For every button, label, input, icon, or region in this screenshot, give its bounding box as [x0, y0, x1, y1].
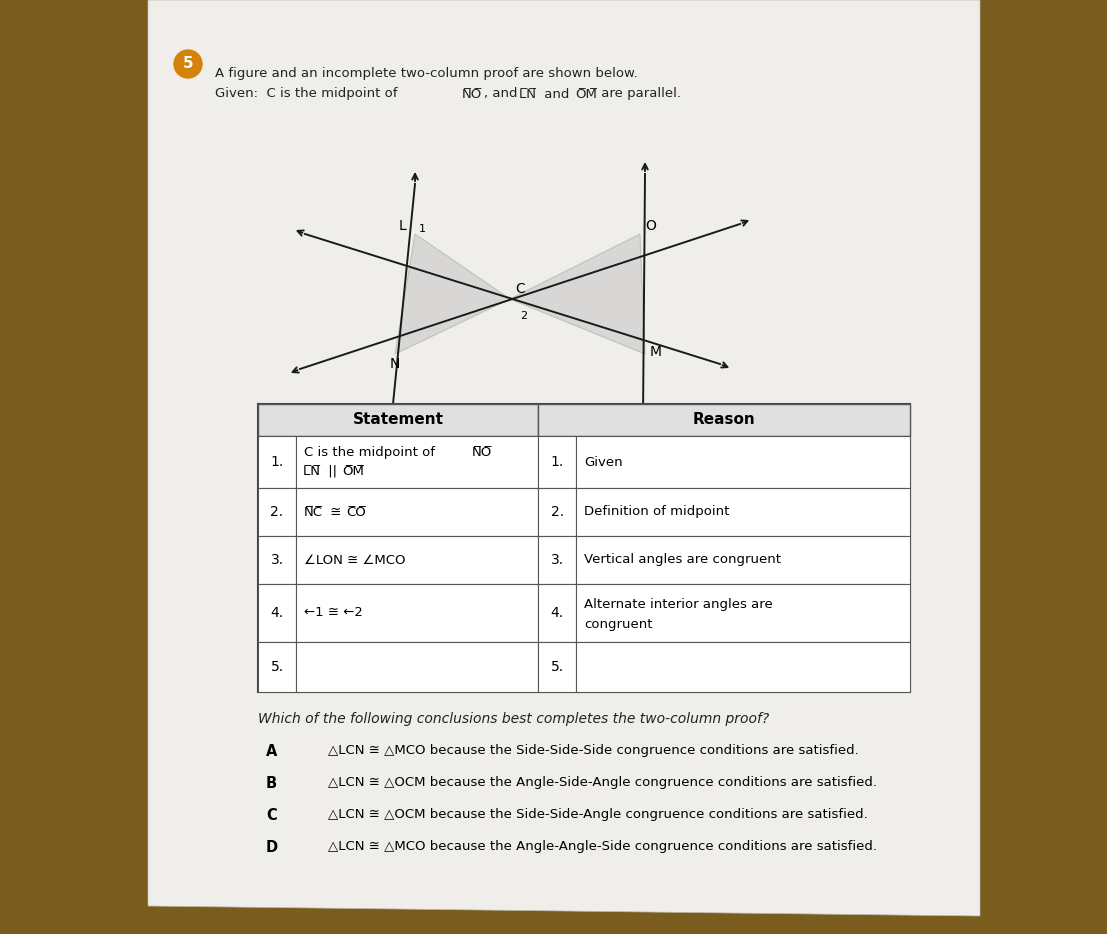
Text: 3.: 3.: [551, 553, 563, 567]
Text: L̅N̅: L̅N̅: [304, 465, 321, 478]
Text: ∠LON ≅ ∠MCO: ∠LON ≅ ∠MCO: [304, 554, 405, 567]
Text: A: A: [266, 744, 278, 759]
Text: ←1 ≅ ←2: ←1 ≅ ←2: [304, 606, 363, 619]
Text: O: O: [645, 219, 655, 233]
Bar: [538, 536, 577, 584]
Text: Statement: Statement: [353, 413, 444, 428]
Text: Definition of midpoint: Definition of midpoint: [584, 505, 730, 518]
Text: C: C: [266, 808, 277, 823]
Text: 2.: 2.: [270, 505, 283, 519]
Text: C: C: [515, 282, 525, 296]
Text: are parallel.: are parallel.: [597, 88, 681, 101]
Text: 1.: 1.: [270, 455, 283, 469]
Text: Vertical angles are congruent: Vertical angles are congruent: [584, 554, 782, 567]
Text: 1: 1: [420, 224, 426, 234]
Text: 2: 2: [520, 311, 527, 321]
Bar: [538, 404, 910, 436]
Text: 2.: 2.: [551, 505, 563, 519]
Text: 5.: 5.: [551, 660, 563, 674]
Bar: [296, 536, 538, 584]
Text: C̅O̅: C̅O̅: [346, 505, 365, 518]
Text: N̅C̅: N̅C̅: [304, 505, 323, 518]
Text: △LCN ≅ △OCM because the Side-Side-Angle congruence conditions are satisfied.: △LCN ≅ △OCM because the Side-Side-Angle …: [328, 808, 868, 821]
Bar: [258, 488, 296, 536]
Bar: [577, 536, 910, 584]
Bar: [577, 584, 910, 642]
Bar: [296, 584, 538, 642]
Circle shape: [174, 50, 201, 78]
Text: N̅O̅: N̅O̅: [472, 446, 493, 460]
Bar: [258, 404, 910, 692]
Bar: [577, 436, 910, 488]
Text: O̅M̅: O̅M̅: [342, 465, 364, 478]
Bar: [258, 584, 296, 642]
Bar: [258, 436, 296, 488]
Text: , and: , and: [484, 88, 521, 101]
Bar: [258, 642, 296, 692]
Text: L: L: [399, 219, 406, 233]
Polygon shape: [395, 234, 510, 354]
Text: 4.: 4.: [551, 606, 563, 620]
Text: A figure and an incomplete two-column proof are shown below.: A figure and an incomplete two-column pr…: [215, 67, 638, 80]
Text: M: M: [650, 345, 662, 359]
Text: O̅M̅: O̅M̅: [575, 88, 597, 101]
Polygon shape: [510, 234, 645, 354]
Bar: [538, 436, 577, 488]
Bar: [296, 488, 538, 536]
Bar: [296, 436, 538, 488]
Text: 5: 5: [183, 56, 194, 72]
Bar: [538, 488, 577, 536]
Text: ||: ||: [324, 465, 341, 478]
Text: N: N: [390, 357, 401, 371]
Text: N̅O̅: N̅O̅: [462, 88, 483, 101]
Text: △LCN ≅ △MCO because the Side-Side-Side congruence conditions are satisfied.: △LCN ≅ △MCO because the Side-Side-Side c…: [328, 744, 859, 757]
Bar: [538, 584, 577, 642]
Text: B: B: [266, 776, 277, 791]
Text: Given:  C is the midpoint of: Given: C is the midpoint of: [215, 88, 402, 101]
Text: Which of the following conclusions best completes the two-column proof?: Which of the following conclusions best …: [258, 712, 769, 726]
Text: △LCN ≅ △MCO because the Angle-Angle-Side congruence conditions are satisfied.: △LCN ≅ △MCO because the Angle-Angle-Side…: [328, 840, 877, 853]
Text: Given: Given: [584, 456, 623, 469]
Bar: [577, 642, 910, 692]
Text: △LCN ≅ △OCM because the Angle-Side-Angle congruence conditions are satisfied.: △LCN ≅ △OCM because the Angle-Side-Angle…: [328, 776, 877, 789]
Text: 3.: 3.: [270, 553, 283, 567]
Bar: [296, 642, 538, 692]
Text: C is the midpoint of: C is the midpoint of: [304, 446, 439, 460]
Text: ≅: ≅: [325, 505, 345, 518]
Bar: [258, 404, 538, 436]
Text: 5.: 5.: [270, 660, 283, 674]
Polygon shape: [148, 0, 980, 916]
Text: Reason: Reason: [693, 413, 756, 428]
Text: Alternate interior angles are: Alternate interior angles are: [584, 598, 773, 611]
Bar: [258, 536, 296, 584]
Text: L̅N̅: L̅N̅: [520, 88, 537, 101]
Text: congruent: congruent: [584, 618, 653, 631]
Bar: [577, 488, 910, 536]
Text: 1.: 1.: [551, 455, 563, 469]
Text: 4.: 4.: [270, 606, 283, 620]
Text: and: and: [540, 88, 573, 101]
Text: D: D: [266, 840, 278, 855]
Bar: [538, 642, 577, 692]
